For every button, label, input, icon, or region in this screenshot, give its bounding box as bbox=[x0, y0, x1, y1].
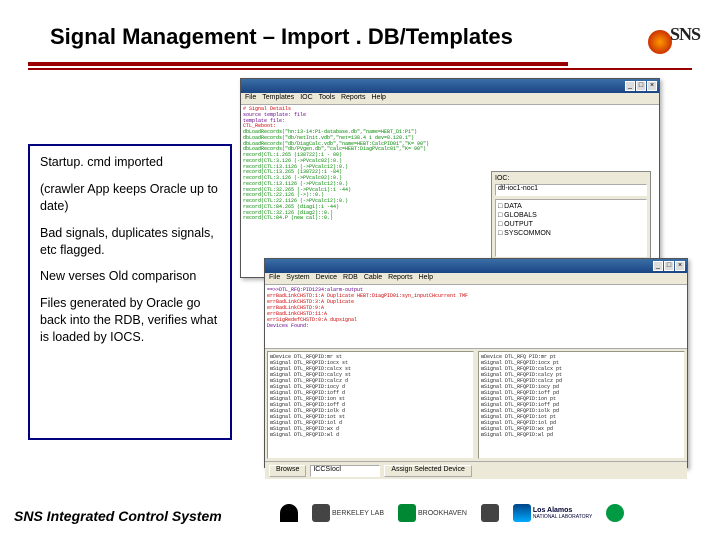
brookhaven-icon bbox=[398, 504, 416, 522]
berkeley-icon bbox=[312, 504, 330, 522]
argonne-logo bbox=[280, 501, 298, 525]
jlab-icon bbox=[481, 504, 499, 522]
ornl-logo bbox=[606, 501, 624, 525]
titlebar[interactable]: _ □ × bbox=[265, 259, 687, 273]
brookhaven-text: BROOKHAVEN bbox=[418, 510, 467, 517]
screenshots-area: _ □ × File Templates IOC Tools Reports H… bbox=[240, 78, 700, 478]
slide: Signal Management – Import . DB/Template… bbox=[0, 0, 720, 540]
menu-reports[interactable]: Reports bbox=[341, 94, 366, 103]
import-window: _ □ × File Templates IOC Tools Reports H… bbox=[240, 78, 660, 278]
assign-button[interactable]: Assign Selected Device bbox=[384, 465, 472, 477]
brookhaven-logo: BROOKHAVEN bbox=[398, 501, 467, 525]
filter-item[interactable]: □ GLOBALS bbox=[498, 211, 644, 220]
sns-logo-text: SNS bbox=[670, 24, 700, 45]
berkeley-logo: BERKELEY LAB bbox=[312, 501, 384, 525]
slide-title: Signal Management – Import . DB/Template… bbox=[50, 24, 513, 50]
close-icon[interactable]: × bbox=[675, 261, 685, 271]
filter-list[interactable]: □ DATA □ GLOBALS □ OUTPUT □ SYSCOMMON bbox=[495, 199, 647, 257]
tree-node[interactable]: ⊟Signal DTL_RFQPID:wl pd bbox=[481, 432, 682, 438]
menu-tools[interactable]: Tools bbox=[319, 94, 335, 103]
jlab-logo bbox=[481, 501, 499, 525]
tree-node[interactable]: ⊟Signal DTL_RFQPID:wl d bbox=[270, 432, 471, 438]
menu-templates[interactable]: Templates bbox=[262, 94, 294, 103]
titlebar[interactable]: _ □ × bbox=[241, 79, 659, 93]
minimize-icon[interactable]: _ bbox=[653, 261, 663, 271]
close-icon[interactable]: × bbox=[647, 81, 657, 91]
menu-cable[interactable]: Cable bbox=[364, 274, 382, 283]
log-line: Devices Found: bbox=[267, 323, 685, 329]
berkeley-text: BERKELEY LAB bbox=[332, 510, 384, 517]
menu-help[interactable]: Help bbox=[372, 94, 386, 103]
browse-button[interactable]: Browse bbox=[269, 465, 306, 477]
divider-thick bbox=[28, 62, 568, 66]
ioc-input[interactable]: dtl-ioc1-noc1 bbox=[495, 184, 647, 196]
divider-thin bbox=[28, 68, 692, 70]
maximize-icon[interactable]: □ bbox=[664, 261, 674, 271]
menu-file[interactable]: File bbox=[245, 94, 256, 103]
right-tree[interactable]: ⊟Device DTL_RFQ PID:mr pt ⊟Signal DTL_RF… bbox=[478, 351, 685, 459]
minimize-icon[interactable]: _ bbox=[625, 81, 635, 91]
menu-help[interactable]: Help bbox=[419, 274, 433, 283]
menu-rdb[interactable]: RDB bbox=[343, 274, 358, 283]
note-3: Bad signals, duplicates signals, etc fla… bbox=[40, 225, 220, 259]
menu-ioc[interactable]: IOC bbox=[300, 94, 312, 103]
losalamos-subtext: NATIONAL LABORATORY bbox=[533, 514, 592, 520]
compare-panes: ⊟Device DTL_RFQPID:mr st ⊟Signal DTL_RFQ… bbox=[265, 349, 687, 461]
ioc-label: IOC: bbox=[495, 175, 647, 182]
filter-item[interactable]: □ DATA bbox=[498, 202, 644, 211]
argonne-icon bbox=[280, 504, 298, 522]
notes-box: Startup. cmd imported (crawler App keeps… bbox=[28, 144, 232, 440]
sns-logo: SNS bbox=[646, 18, 700, 66]
left-tree[interactable]: ⊟Device DTL_RFQPID:mr st ⊟Signal DTL_RFQ… bbox=[267, 351, 474, 459]
filter-item[interactable]: □ SYSCOMMON bbox=[498, 229, 644, 238]
compare-window: _ □ × File System Device RDB Cable Repor… bbox=[264, 258, 688, 468]
note-5: Files generated by Oracle go back into t… bbox=[40, 295, 220, 346]
menubar: File Templates IOC Tools Reports Help bbox=[241, 93, 659, 105]
filter-item[interactable]: □ OUTPUT bbox=[498, 220, 644, 229]
menu-device[interactable]: Device bbox=[316, 274, 337, 283]
menubar: File System Device RDB Cable Reports Hel… bbox=[265, 273, 687, 285]
starburst-icon bbox=[648, 30, 672, 54]
error-log: ==>>DTL_RFQ:PID1234:alarm-output errBadL… bbox=[265, 285, 687, 349]
menu-file[interactable]: File bbox=[269, 274, 280, 283]
footer-text: SNS Integrated Control System bbox=[14, 508, 222, 524]
note-1: Startup. cmd imported bbox=[40, 154, 220, 171]
bottom-bar: Browse ICCSIocl Assign Selected Device bbox=[265, 461, 687, 479]
maximize-icon[interactable]: □ bbox=[636, 81, 646, 91]
device-field[interactable]: ICCSIocl bbox=[310, 465, 380, 477]
note-4: New verses Old comparison bbox=[40, 268, 220, 285]
losalamos-logo: Los AlamosNATIONAL LABORATORY bbox=[513, 501, 592, 525]
ornl-icon bbox=[606, 504, 624, 522]
lab-logos: BERKELEY LAB BROOKHAVEN Los AlamosNATION… bbox=[280, 498, 700, 528]
menu-system[interactable]: System bbox=[286, 274, 309, 283]
filter-panel: IOC: dtl-ioc1-noc1 □ DATA □ GLOBALS □ OU… bbox=[491, 171, 651, 261]
losalamos-icon bbox=[513, 504, 531, 522]
menu-reports[interactable]: Reports bbox=[388, 274, 413, 283]
losalamos-text: Los Alamos bbox=[533, 507, 592, 514]
note-2: (crawler App keeps Oracle up to date) bbox=[40, 181, 220, 215]
